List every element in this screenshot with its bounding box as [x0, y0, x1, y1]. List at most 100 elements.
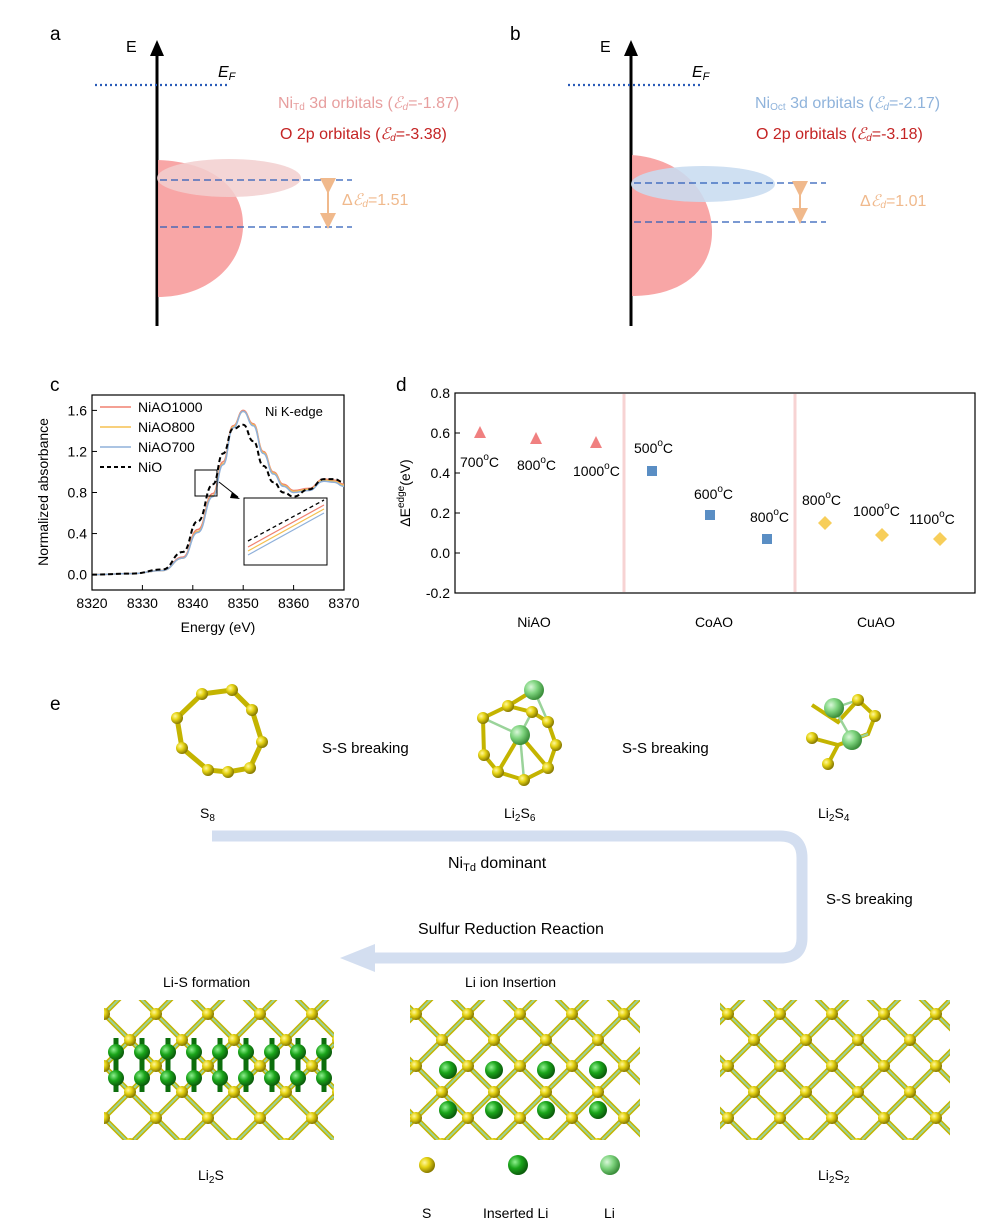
chart-d-ylabel: ΔEedge(eV) — [396, 459, 413, 526]
panel-a: a E EF NiTd 3d orbitals (ℰd=-1.87) O 2p … — [50, 24, 459, 326]
zoom-region-box — [194, 469, 218, 497]
point-label: 1000oC — [573, 461, 620, 479]
x-tick-label: 8370 — [328, 595, 359, 611]
inserted-li-atom — [186, 1044, 202, 1060]
y-tick-label: 0.0 — [431, 545, 451, 561]
inserted-li-atom — [108, 1044, 124, 1060]
point-label: 500oC — [634, 438, 673, 456]
point-label: 1000oC — [853, 501, 900, 519]
series-line-nio — [91, 423, 345, 576]
inset-line-nio — [247, 499, 325, 542]
legend-label-niao700: NiAO700 — [138, 439, 195, 455]
legend-inserted-li-atom — [508, 1155, 528, 1175]
legend-sulfur-label: S — [422, 1205, 431, 1221]
inserted-li-atom — [439, 1061, 457, 1079]
point-label: 700oC — [460, 452, 499, 470]
inserted-li-atom — [290, 1070, 306, 1086]
y-tick-label: 0.8 — [431, 385, 451, 401]
s-s-breaking-label-3: S-S breaking — [826, 891, 913, 908]
inserted-li-atom — [589, 1101, 607, 1119]
energy-axis-arrow-icon — [150, 40, 164, 56]
s8-label: S8 — [200, 805, 215, 824]
x-tick-label: 8360 — [278, 595, 309, 611]
inserted-li-atom — [485, 1101, 503, 1119]
chart-c-xlabel: Energy (eV) — [181, 619, 256, 635]
point-label: 1100oC — [909, 509, 955, 527]
energy-axis-arrow-icon — [624, 40, 638, 56]
inset-line-niao1000 — [247, 504, 325, 548]
x-tick-label: 8340 — [177, 595, 208, 611]
inserted-li-atom — [589, 1061, 607, 1079]
s8-molecule — [171, 684, 268, 778]
legend-sulfur-atom — [419, 1157, 435, 1173]
chart-d-frame — [454, 392, 976, 594]
group-label-coao: CoAO — [695, 614, 733, 630]
energy-axis-label: E — [126, 39, 137, 56]
legend-li-label: Li — [604, 1205, 615, 1221]
energy-axis-label: E — [600, 39, 611, 56]
marker-diamond — [933, 532, 947, 546]
zoom-inset — [243, 497, 328, 566]
legend-li-atom — [600, 1155, 620, 1175]
marker-triangle — [530, 432, 542, 444]
legend-label-niao1000: NiAO1000 — [138, 399, 203, 415]
srr-label: Sulfur Reduction Reaction — [418, 921, 604, 938]
inserted-li-atom — [264, 1044, 280, 1060]
inserted-li-atom — [212, 1070, 228, 1086]
y-tick-label: 0.4 — [68, 526, 88, 542]
x-tick-label: 8350 — [228, 595, 259, 611]
delta-epsilon-label: Δℰd=1.51 — [342, 192, 409, 210]
legend-label-niao800: NiAO800 — [138, 419, 195, 435]
inserted-li-atom — [537, 1101, 555, 1119]
chart-c-annotation: Ni K-edge — [265, 404, 323, 419]
y-tick-label: 0.0 — [68, 567, 88, 583]
marker-triangle — [474, 426, 486, 438]
panel-e: e — [50, 680, 950, 1221]
marker-square — [647, 466, 657, 476]
y-tick-label: -0.2 — [426, 585, 450, 601]
li2s4-molecule — [806, 694, 881, 770]
zoom-pointer-arrow-icon — [230, 492, 240, 499]
marker-diamond — [818, 516, 832, 530]
s-s-breaking-label-2: S-S breaking — [622, 740, 709, 757]
marker-square — [705, 510, 715, 520]
ni-oct-3d-orbital-shape — [631, 166, 775, 202]
li-s-formation-label: Li-S formation — [163, 974, 250, 990]
inserted-li-atom — [316, 1044, 332, 1060]
chart-c-ylabel: Normalized absorbance — [35, 418, 51, 566]
delta-epsilon-label: Δℰd=1.01 — [860, 193, 927, 211]
li2s4-label: Li2S4 — [818, 805, 850, 824]
inserted-li-atom — [186, 1070, 202, 1086]
o2p-orbital-label: O 2p orbitals (ℰd=-3.18) — [756, 126, 923, 144]
panel-d: d -0.2 0.0 0.2 0.4 0.6 0.8 700oC 800oC 1000oC 50… — [396, 375, 976, 630]
panel-letter-e: e — [50, 694, 61, 715]
inset-line-niao800 — [247, 508, 325, 552]
inserted-li-atom — [290, 1044, 306, 1060]
fermi-label: EF — [218, 64, 237, 83]
legend-label-nio: NiO — [138, 459, 162, 475]
li2s-crystal — [104, 1000, 334, 1140]
panel-c: c 8320 8330 8340 8350 8360 8370 0.0 0.4 0.8 1.2 1.… — [35, 375, 360, 635]
inserted-li-atom — [134, 1070, 150, 1086]
zoom-pointer — [218, 481, 239, 498]
marker-diamond — [875, 528, 889, 542]
li-insertion-crystal — [410, 1000, 640, 1140]
group-label-cuao: CuAO — [857, 614, 895, 630]
chart-d-ticks: -0.2 0.0 0.2 0.4 0.6 0.8 — [426, 385, 460, 601]
ni-td-3d-orbital-shape — [157, 159, 301, 197]
point-label: 800oC — [517, 455, 556, 473]
point-label: 800oC — [750, 507, 789, 525]
inserted-li-atom — [316, 1070, 332, 1086]
panel-letter-b: b — [510, 24, 521, 45]
inserted-li-atom — [264, 1070, 280, 1086]
inserted-li-atom — [134, 1044, 150, 1060]
ni-td-orbital-label: NiTd 3d orbitals (ℰd=-1.87) — [278, 95, 459, 113]
panel-letter-d: d — [396, 375, 407, 396]
reaction-path-arrowhead-icon — [340, 944, 375, 972]
panel-letter-a: a — [50, 24, 61, 45]
point-label: 600oC — [694, 484, 733, 502]
y-tick-label: 1.6 — [68, 402, 88, 418]
inset-line-niao700 — [247, 512, 325, 556]
ni-td-dominant-label: NiTd dominant — [448, 855, 547, 874]
